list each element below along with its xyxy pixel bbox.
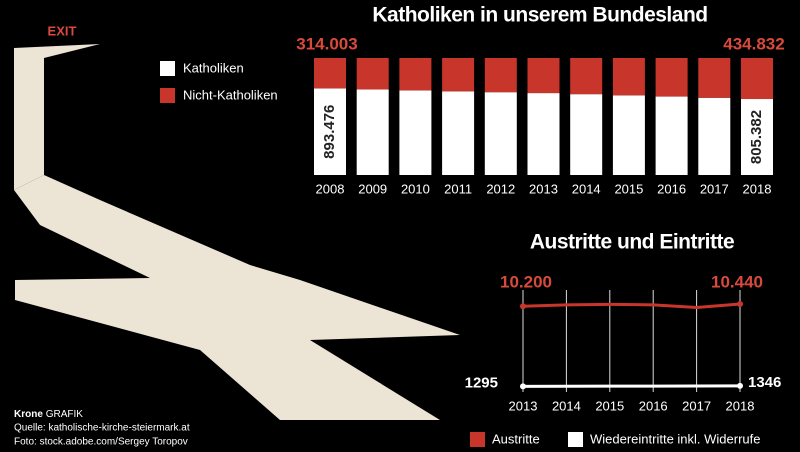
x-tick-label: 2011	[444, 181, 472, 196]
x-tick-label: 2014	[552, 398, 581, 413]
bar-segment	[741, 58, 773, 100]
chart-title: Austritte und Eintritte	[530, 231, 734, 254]
bar-segment	[698, 58, 731, 98]
bar-segment	[527, 93, 560, 175]
bar-segment	[741, 99, 773, 175]
x-tick-label: 2018	[726, 398, 755, 413]
bar-segment	[655, 96, 688, 175]
legend-swatch	[568, 432, 583, 447]
legend-label: Wiedereintritte inkl. Widerrufe	[590, 431, 761, 446]
x-tick-label: 2013	[509, 398, 538, 413]
x-tick-label: 2016	[657, 181, 686, 196]
value-label: 893.476	[321, 105, 338, 159]
point	[520, 383, 526, 390]
bar-segment	[399, 90, 432, 175]
bar-segment	[612, 58, 645, 96]
x-tick-label: 2017	[682, 398, 711, 413]
cross-shadow	[14, 175, 460, 420]
value-label: 10.440	[711, 272, 763, 291]
legend-label: Austritte	[492, 431, 540, 446]
point	[520, 303, 526, 310]
bar-segment	[484, 92, 517, 175]
point	[737, 382, 743, 389]
bar-segment	[570, 94, 603, 175]
value-label: 805.382	[748, 110, 765, 164]
x-tick-label: 2013	[529, 181, 558, 196]
chart-title: Katholiken in unserem Bundesland	[372, 4, 707, 27]
bar-segment	[655, 58, 688, 97]
x-tick-label: 2017	[700, 181, 729, 196]
x-tick-label: 2018	[743, 181, 772, 196]
x-tick-label: 2008	[316, 181, 345, 196]
door	[14, 44, 100, 190]
x-tick-label: 2010	[401, 181, 430, 196]
bar-segment	[399, 58, 432, 91]
x-tick-label: 2014	[572, 181, 601, 196]
bar-segment	[484, 58, 517, 93]
value-label: 1295	[465, 374, 498, 391]
value-label: 1346	[748, 374, 781, 391]
x-tick-label: 2009	[358, 181, 387, 196]
credit-source: Quelle: katholische-kirche-steiermark.at	[14, 423, 190, 434]
legend-swatch	[470, 432, 485, 447]
bar-segment	[698, 97, 731, 175]
legend-label: Nicht-Katholiken	[183, 87, 278, 102]
brand-suffix: GRAFIK	[46, 409, 84, 420]
bar-segment	[314, 88, 346, 175]
bar-segment	[442, 58, 475, 92]
bar-segment	[356, 58, 389, 90]
bar-segment	[570, 58, 603, 95]
legend-swatch	[160, 61, 175, 76]
x-tick-label: 2015	[614, 181, 643, 196]
value-label: 314.003	[296, 34, 357, 53]
x-tick-label: 2016	[639, 398, 668, 413]
legend-swatch	[160, 88, 175, 103]
bar-segment	[527, 58, 560, 94]
legend-label: Katholiken	[183, 60, 244, 75]
bar-segment	[356, 89, 389, 175]
value-label: 10.200	[500, 272, 552, 291]
bar-segment	[442, 91, 475, 175]
value-label: 434.832	[723, 34, 784, 53]
bar-segment	[612, 95, 645, 175]
credit-brand: Krone GRAFIK	[14, 409, 83, 420]
credit-photo: Foto: stock.adobe.com/Sergey Toropov	[14, 437, 188, 448]
x-tick-label: 2015	[595, 398, 624, 413]
brand: Krone	[14, 409, 43, 420]
exit-sign: EXIT	[48, 23, 77, 38]
series-line	[522, 302, 741, 310]
point	[737, 301, 743, 308]
bar-segment	[314, 58, 346, 89]
x-tick-label: 2012	[486, 181, 515, 196]
